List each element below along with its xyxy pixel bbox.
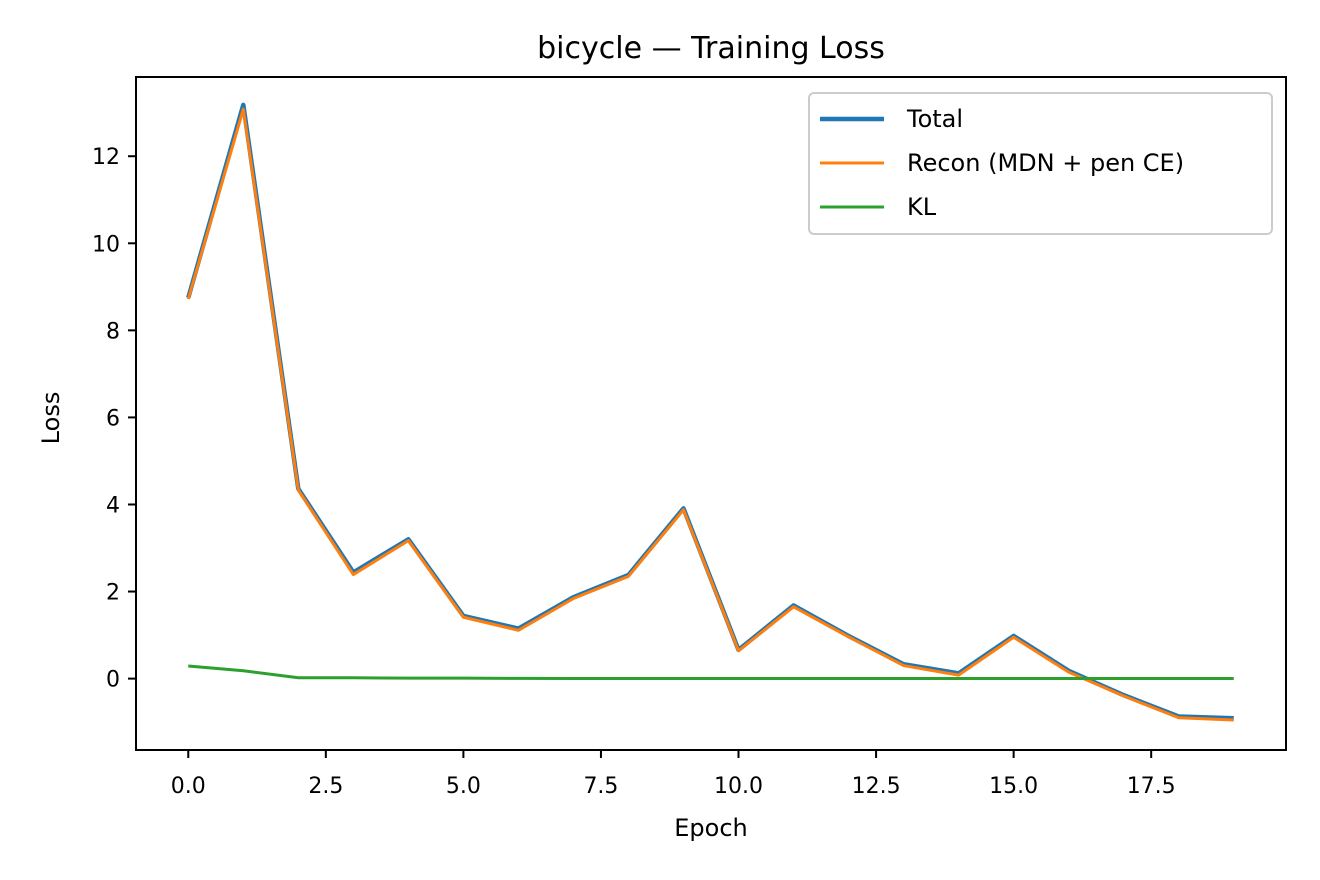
legend: Total Recon (MDN + pen CE) KL bbox=[808, 92, 1273, 235]
y-tick-label: 4 bbox=[106, 493, 120, 518]
y-tick-label: 10 bbox=[92, 232, 120, 257]
legend-label-3: KL bbox=[907, 193, 937, 221]
x-tick-label: 5.0 bbox=[446, 774, 481, 799]
x-tick-label: 17.5 bbox=[1127, 774, 1176, 799]
y-tick-label: 2 bbox=[106, 581, 120, 606]
x-axis-ticks: 0.0 2.5 5.0 7.5 10.0 12.5 15.0 17.5 bbox=[171, 750, 1176, 799]
series-layer bbox=[186, 102, 1234, 722]
y-tick-label: 12 bbox=[92, 145, 120, 170]
x-tick-label: 15.0 bbox=[989, 774, 1038, 799]
y-tick-label: 8 bbox=[106, 319, 120, 344]
y-tick-label: 6 bbox=[106, 406, 120, 431]
y-axis-label: Loss bbox=[37, 392, 65, 445]
series-line-3 bbox=[188, 664, 1234, 681]
legend-frame bbox=[808, 92, 1273, 235]
chart-title: bicycle — Training Loss bbox=[537, 31, 885, 66]
x-tick-label: 12.5 bbox=[852, 774, 901, 799]
legend-label-2: Recon (MDN + pen CE) bbox=[907, 149, 1184, 177]
y-axis-ticks: 0 2 4 6 8 10 12 bbox=[92, 145, 136, 693]
x-tick-label: 7.5 bbox=[583, 774, 618, 799]
x-tick-label: 2.5 bbox=[308, 774, 343, 799]
y-tick-label: 0 bbox=[106, 668, 120, 693]
legend-label-1: Total bbox=[906, 105, 963, 133]
x-tick-label: 10.0 bbox=[714, 774, 763, 799]
plot-frame bbox=[135, 76, 1287, 751]
x-tick-label: 0.0 bbox=[171, 774, 206, 799]
x-axis-label: Epoch bbox=[674, 814, 748, 842]
series-line-2 bbox=[186, 107, 1234, 722]
legend-entries: Total Recon (MDN + pen CE) KL bbox=[820, 105, 1184, 221]
